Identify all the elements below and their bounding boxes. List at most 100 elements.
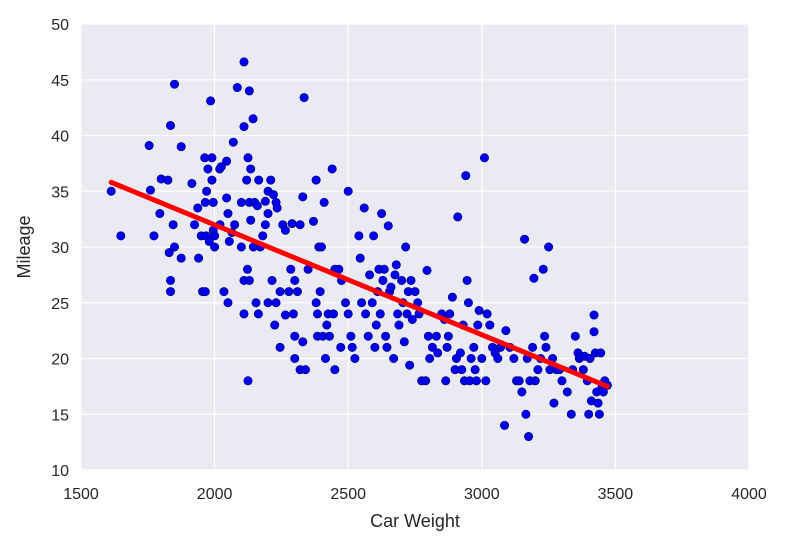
scatter-point (363, 331, 373, 341)
scatter-point (470, 365, 480, 375)
scatter-point (202, 186, 212, 196)
scatter-point (425, 353, 435, 363)
scatter-point (347, 342, 357, 352)
scatter-point (236, 197, 246, 207)
scatter-point (327, 164, 337, 174)
scatter-point (509, 353, 519, 363)
scatter-point (482, 309, 492, 319)
scatter-point (232, 83, 242, 93)
scatter-point (445, 309, 455, 319)
y-tick-label: 30 (51, 240, 69, 257)
scatter-point (292, 287, 302, 297)
scatter-point (244, 275, 254, 285)
scatter-point (200, 197, 210, 207)
scatter-point (236, 242, 246, 252)
scatter-point (288, 309, 298, 319)
scatter-point (365, 270, 375, 280)
scatter-point (557, 376, 567, 386)
scatter-point (270, 320, 280, 330)
y-tick-label: 15 (51, 407, 69, 424)
scatter-point (252, 201, 262, 211)
scatter-point (272, 203, 282, 213)
scatter-point (382, 342, 392, 352)
y-tick-label: 50 (51, 17, 69, 34)
scatter-point (341, 298, 351, 308)
scatter-point (308, 216, 318, 226)
scatter-point (210, 242, 220, 252)
scatter-point (423, 331, 433, 341)
scatter-point (267, 275, 277, 285)
scatter-point (357, 298, 367, 308)
scatter-point (170, 242, 180, 252)
scatter-point (336, 342, 346, 352)
scatter-point (393, 309, 403, 319)
scatter-point (223, 209, 233, 219)
scatter-point (258, 231, 268, 241)
scatter-point (562, 387, 572, 397)
scatter-point (466, 353, 476, 363)
scatter-point (187, 178, 197, 188)
scatter-point (455, 348, 465, 358)
scatter-point (401, 242, 411, 252)
scatter-point (390, 270, 400, 280)
scatter-point (471, 376, 481, 386)
scatter-point (479, 153, 489, 163)
scatter-point (324, 331, 334, 341)
scatter-point (239, 309, 249, 319)
regression-line (108, 179, 610, 389)
scatter-point (145, 185, 155, 195)
scatter-point (544, 242, 554, 252)
scatter-point (354, 231, 364, 241)
y-tick-label: 20 (51, 352, 69, 369)
scatter-point (397, 275, 407, 285)
scatter-point (239, 57, 249, 67)
scatter-point (375, 309, 385, 319)
scatter-point (585, 353, 595, 363)
y-tick-label: 35 (51, 184, 69, 201)
scatter-point (584, 409, 594, 419)
scatter-point (462, 275, 472, 285)
scatter-point (517, 387, 527, 397)
scatter-point (443, 331, 453, 341)
scatter-point (290, 275, 300, 285)
scatter-point (311, 175, 321, 185)
scatter-point (350, 353, 360, 363)
scatter-point (379, 264, 389, 274)
scatter-point (280, 310, 290, 320)
scatter-point (312, 309, 322, 319)
scatter-point (589, 327, 599, 337)
y-tick-label: 25 (51, 296, 69, 313)
scatter-point (284, 287, 294, 297)
y-tick-label: 45 (51, 73, 69, 90)
scatter-point (286, 264, 296, 274)
scatter-point (166, 120, 176, 130)
scatter-point (598, 387, 608, 397)
scatter-point (371, 320, 381, 330)
scatter-point (421, 376, 431, 386)
scatter-point (244, 86, 254, 96)
y-tick-label: 40 (51, 129, 69, 146)
y-tick-label: 10 (51, 463, 69, 480)
scatter-point (549, 398, 559, 408)
x-tick-label: 3000 (464, 486, 500, 503)
scatter-point (500, 420, 510, 430)
scatter-point (166, 275, 176, 285)
scatter-point (204, 236, 214, 246)
scatter-point (402, 309, 412, 319)
scatter-point (528, 342, 538, 352)
scatter-point (246, 164, 256, 174)
scatter-point (253, 309, 263, 319)
scatter-point (168, 220, 178, 230)
scatter-point (290, 331, 300, 341)
scatter-point (248, 114, 258, 124)
fit-line (108, 179, 610, 389)
scatter-point (377, 209, 387, 219)
x-axis-label: Car Weight (370, 511, 460, 531)
scatter-point (343, 186, 353, 196)
scatter-point (501, 326, 511, 336)
x-tick-label: 4000 (731, 486, 767, 503)
scatter-point (442, 342, 452, 352)
scatter-point (254, 175, 264, 185)
scatter-point (230, 220, 240, 230)
scatter-point (469, 342, 479, 352)
